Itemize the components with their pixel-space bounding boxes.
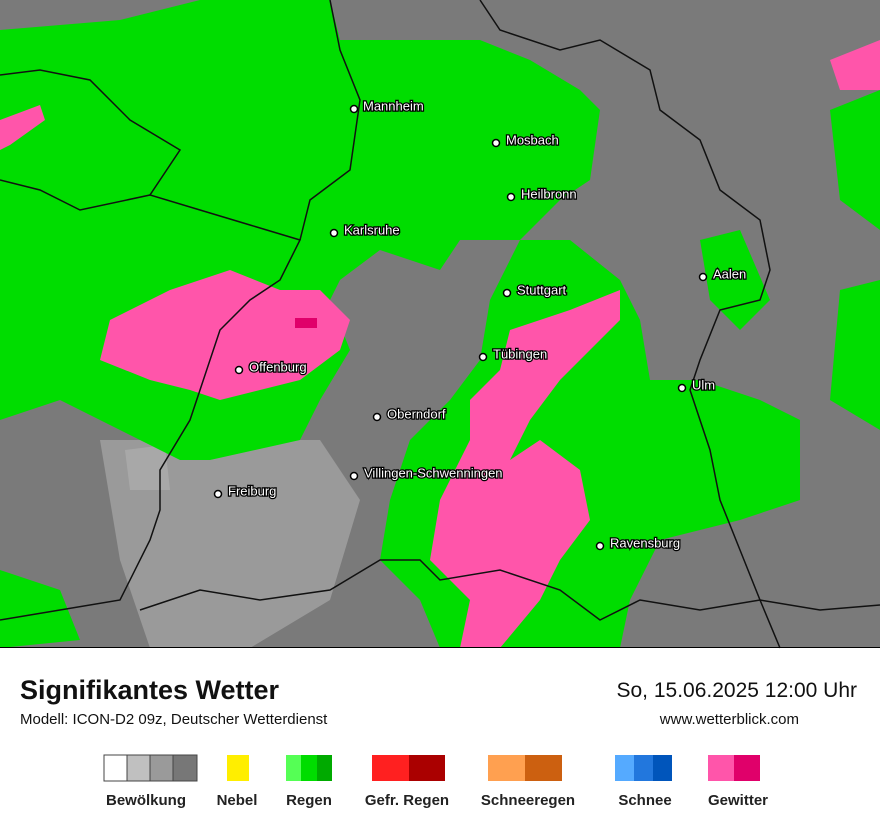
city-label: Ulm — [692, 377, 715, 392]
city-label: Villingen-Schwenningen — [364, 465, 503, 480]
datetime: So, 15.06.2025 12:00 Uhr — [616, 679, 857, 702]
map — [0, 0, 880, 649]
title: Signifikantes Wetter — [20, 675, 280, 705]
city-label: Karlsruhe — [344, 222, 400, 237]
legend-label: Schnee — [618, 792, 671, 809]
city-label: Mosbach — [506, 132, 559, 147]
legend-label: Regen — [286, 792, 332, 809]
legend-label: Gewitter — [708, 792, 768, 809]
city-label: Mannheim — [363, 98, 424, 113]
cities: Mannheim Mosbach Heilbronn Karlsruhe Aal… — [213, 97, 748, 552]
city-label: Stuttgart — [517, 282, 567, 297]
city-label: Ravensburg — [610, 535, 680, 550]
city-label: Freiburg — [228, 483, 276, 498]
subtitle: Modell: ICON-D2 09z, Deutscher Wetterdie… — [20, 711, 328, 728]
legend — [103, 754, 760, 782]
legend-label: Gefr. Regen — [365, 792, 449, 809]
city-label: Heilbronn — [521, 186, 577, 201]
legend-label: Schneeregen — [481, 792, 575, 809]
legend-label: Nebel — [217, 792, 258, 809]
city-label: Offenburg — [249, 359, 307, 374]
website: www.wetterblick.com — [659, 711, 799, 728]
legend-label: Bewölkung — [106, 792, 186, 809]
city-label: Aalen — [713, 266, 746, 281]
city-label: Oberndorf — [387, 406, 446, 421]
city-label: Tübingen — [493, 346, 547, 361]
